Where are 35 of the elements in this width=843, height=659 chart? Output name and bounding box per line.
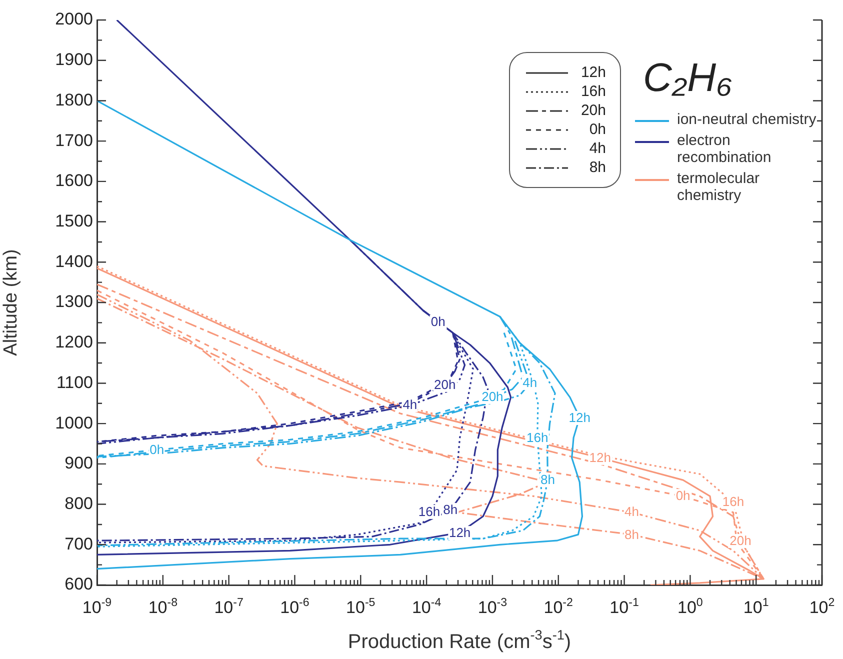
annotation: 16h [417, 504, 442, 519]
y-tick-label: 900 [64, 454, 93, 473]
annotation: 0h [588, 121, 606, 138]
y-tick-label: 1800 [55, 90, 93, 110]
y-tick-label: 2000 [55, 10, 93, 29]
annotation: termolecular chemistry [677, 170, 761, 204]
y-axis-title: Altitude (km) [0, 249, 22, 356]
annotation: 12h [580, 64, 606, 81]
y-tick-label: 1900 [55, 50, 93, 70]
annotation: 8h [442, 502, 459, 518]
y-tick-label: 700 [64, 534, 93, 554]
y-tick-label: 1100 [56, 372, 93, 392]
annotation: 4h [402, 397, 418, 412]
annotation: 8h [624, 526, 640, 542]
annotation: 0h [430, 314, 446, 329]
y-tick-label: 600 [64, 574, 93, 594]
annotation: 20h [580, 102, 606, 119]
annotation: ion-neutral chemistry [677, 111, 816, 128]
annotation: 4h [588, 140, 606, 157]
y-tick-label: 1500 [55, 211, 93, 230]
text: C₂H₆ [643, 56, 734, 101]
y-tick-label: 1000 [55, 413, 93, 432]
y-tick-label: 1700 [55, 130, 93, 150]
y-tick-label: 1300 [55, 292, 93, 312]
annotation: 8h [588, 159, 606, 176]
annotation: 8h [540, 472, 556, 488]
annotation: 4h [522, 375, 538, 390]
y-tick-label: 1600 [55, 171, 93, 190]
y-tick-label: 1200 [55, 332, 93, 352]
annotation: 16h [580, 83, 606, 100]
annotation: 0h [148, 442, 166, 457]
annotation: 0h [674, 488, 692, 504]
y-tick-label: 1400 [55, 252, 93, 271]
annotation: 4h [624, 504, 640, 520]
y-tick-label: 800 [64, 494, 93, 513]
